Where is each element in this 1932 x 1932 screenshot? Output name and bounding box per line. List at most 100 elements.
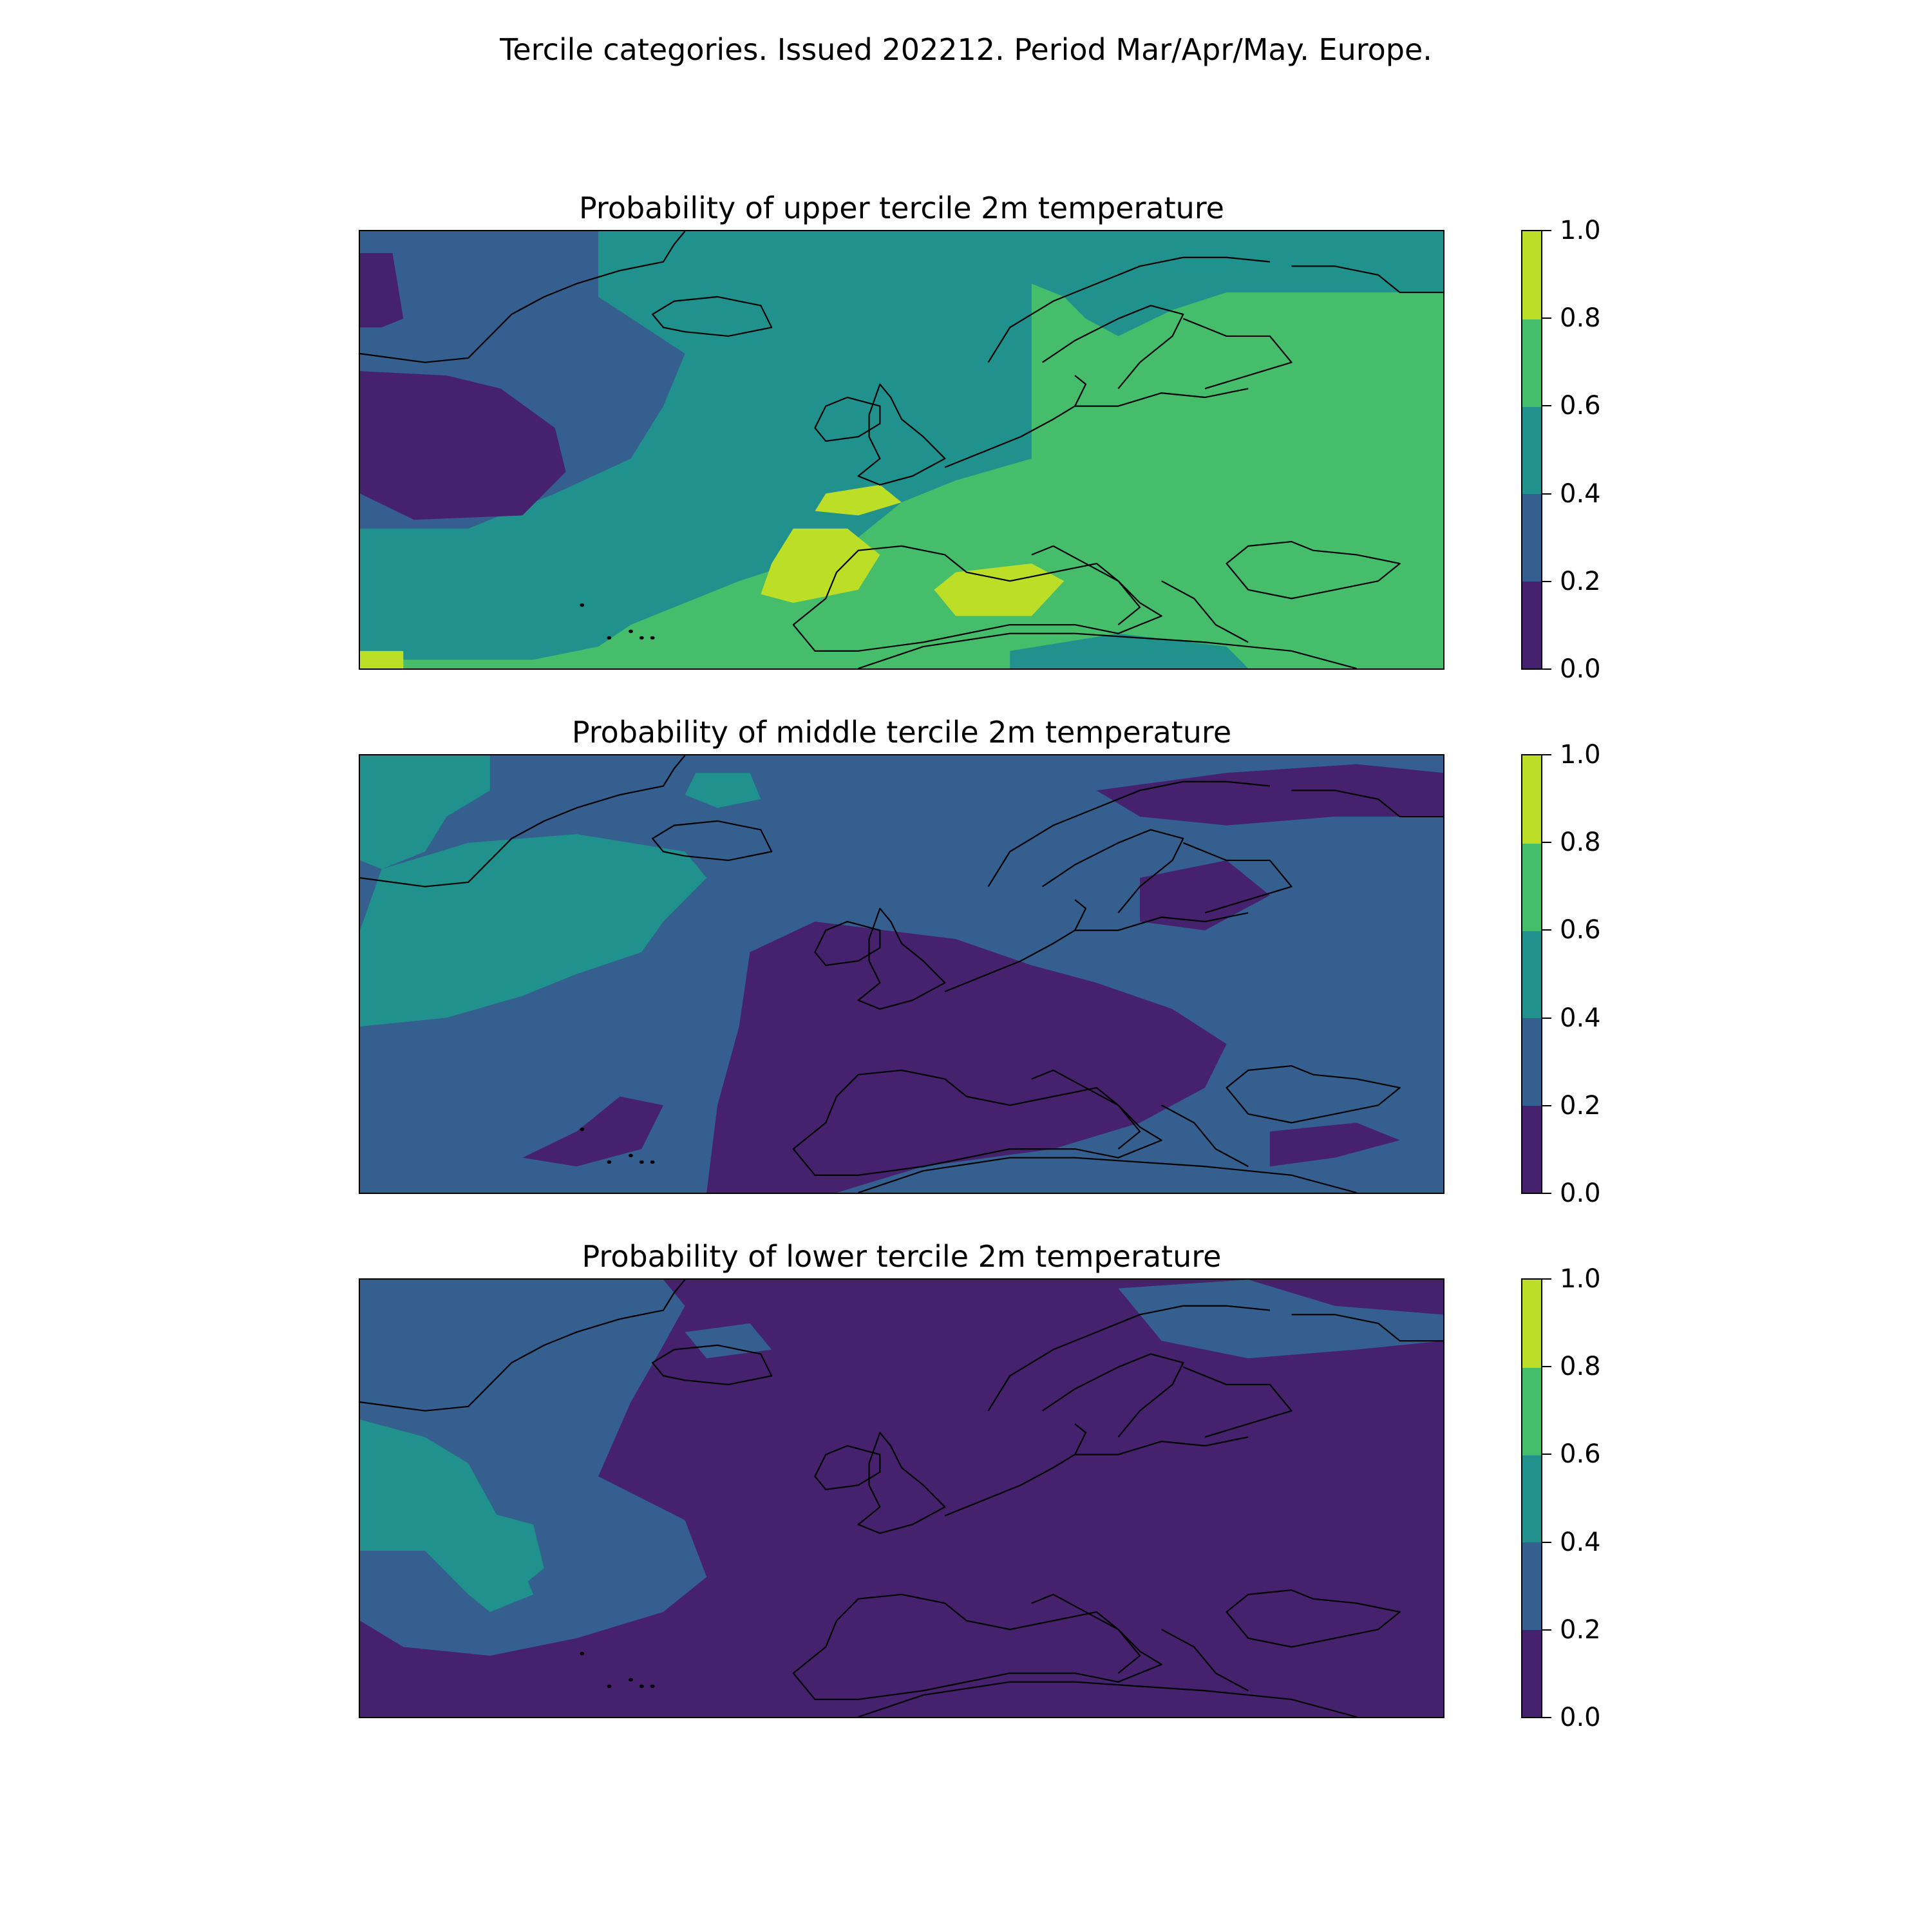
colorbar-tick-label: 0.4	[1560, 1527, 1601, 1557]
probability-region	[685, 1323, 772, 1359]
panel-title-lower: Probability of lower tercile 2m temperat…	[582, 1239, 1222, 1274]
colorbar-tick-label: 0.4	[1560, 478, 1601, 509]
colorbar-tick-label: 0.2	[1560, 1615, 1601, 1645]
figure-title: Tercile categories. Issued 202212. Perio…	[500, 32, 1432, 67]
coastline	[1227, 1066, 1400, 1122]
coastline	[1032, 1595, 1140, 1673]
colorbar-tick-label: 0.2	[1560, 1090, 1601, 1121]
coastline	[1075, 388, 1248, 406]
probability-region	[1269, 1122, 1400, 1167]
colorbar-tick	[1542, 754, 1551, 755]
probability-region	[956, 231, 1443, 336]
colorbar-tick-label: 1.0	[1560, 216, 1601, 245]
coastline	[793, 1070, 1162, 1175]
coastline	[815, 922, 880, 965]
island	[580, 1651, 585, 1656]
colorbar-segment	[1522, 1018, 1541, 1106]
colorbar-tick-label: 0.6	[1560, 915, 1601, 945]
island	[580, 603, 585, 607]
coastline	[1032, 546, 1140, 625]
panel-title-middle: Probability of middle tercile 2m tempera…	[571, 715, 1232, 750]
probability-region	[1010, 633, 1249, 668]
island	[650, 1160, 655, 1164]
coastline	[360, 231, 685, 363]
colorbar-tick-label: 1.0	[1560, 1264, 1601, 1294]
colorbar-tick	[1542, 1541, 1551, 1543]
coastline	[793, 1595, 1162, 1700]
colorbar-middle	[1521, 754, 1542, 1194]
colorbar-upper	[1521, 230, 1542, 670]
probability-region	[815, 484, 902, 516]
island	[639, 1160, 644, 1164]
coastline	[652, 1345, 772, 1385]
island	[607, 1160, 612, 1164]
colorbar-tick-label: 0.8	[1560, 1352, 1601, 1382]
panel-title-upper: Probability of upper tercile 2m temperat…	[579, 191, 1224, 225]
colorbar-tick	[1542, 929, 1551, 931]
probability-region	[1140, 860, 1270, 931]
island	[629, 1153, 633, 1158]
colorbar-tick	[1542, 1104, 1551, 1106]
coastline	[989, 782, 1270, 887]
island	[629, 629, 633, 634]
island	[629, 1678, 633, 1682]
colorbar-tick-label: 0.8	[1560, 303, 1601, 334]
probability-region	[468, 1507, 544, 1595]
coastline	[815, 397, 880, 441]
coastline	[1227, 542, 1400, 598]
coastline	[858, 1433, 945, 1533]
colorbar-segment	[1522, 1454, 1541, 1543]
colorbar-tick	[1542, 1454, 1551, 1455]
map-lower-tercile	[359, 1278, 1444, 1718]
colorbar-tick-label: 0.6	[1560, 391, 1601, 421]
coastline	[652, 297, 772, 336]
colorbar-segment	[1522, 581, 1541, 668]
coastline	[1162, 1629, 1249, 1690]
coastline	[1162, 581, 1249, 642]
coastline	[858, 384, 945, 485]
colorbar-tick-label: 0.0	[1560, 654, 1601, 684]
coastline	[858, 909, 945, 1009]
coastline	[793, 546, 1162, 651]
colorbar-tick	[1542, 1717, 1551, 1718]
coastline	[945, 900, 1086, 992]
coastline	[858, 634, 1357, 668]
probability-region	[522, 1096, 663, 1167]
colorbar-tick	[1542, 1017, 1551, 1019]
island	[639, 636, 644, 640]
colorbar-tick	[1542, 405, 1551, 407]
colorbar-segment	[1522, 1367, 1541, 1455]
colorbar-tick-label: 0.4	[1560, 1003, 1601, 1033]
coastline	[652, 821, 772, 860]
panel-middle: Probability of middle tercile 2m tempera…	[0, 715, 1932, 1230]
island	[650, 1684, 655, 1689]
coastline	[360, 1280, 685, 1411]
colorbar-segment	[1522, 1629, 1541, 1717]
colorbar-tick	[1542, 842, 1551, 844]
colorbar-tick	[1542, 1278, 1551, 1280]
colorbar-tick	[1542, 1366, 1551, 1368]
colorbar-segment	[1522, 842, 1541, 931]
colorbar-segment	[1522, 406, 1541, 495]
panel-upper: Probability of upper tercile 2m temperat…	[0, 191, 1932, 706]
colorbar-segment	[1522, 493, 1541, 582]
coastline	[1075, 1437, 1248, 1454]
colorbar-segment	[1522, 1542, 1541, 1631]
coastline	[1292, 266, 1443, 292]
coastline	[858, 1158, 1357, 1193]
colorbar-tick	[1542, 317, 1551, 319]
coastline	[989, 258, 1270, 363]
coastline	[1183, 1367, 1291, 1437]
colorbar-tick	[1542, 1193, 1551, 1194]
probability-region	[360, 755, 490, 869]
coastline	[1162, 1105, 1249, 1166]
coastline	[989, 1306, 1270, 1411]
colorbar-segment	[1522, 231, 1541, 319]
coastline	[1183, 319, 1291, 389]
colorbar-tick-label: 0.0	[1560, 1179, 1601, 1208]
coastline	[360, 755, 685, 887]
colorbar-tick	[1542, 1629, 1551, 1631]
coastline	[1292, 790, 1443, 817]
colorbar-segment	[1522, 1280, 1541, 1368]
colorbar-segment	[1522, 930, 1541, 1019]
